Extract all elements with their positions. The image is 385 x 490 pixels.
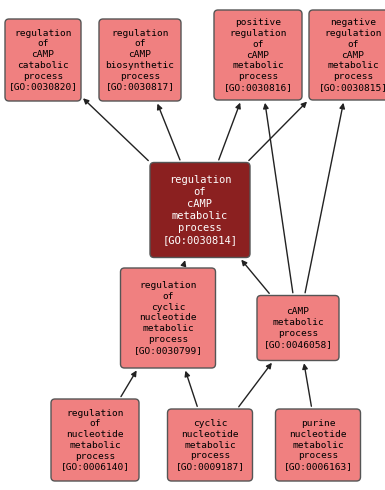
FancyBboxPatch shape [5,19,81,101]
FancyBboxPatch shape [167,409,253,481]
Text: regulation
of
cAMP
metabolic
process
[GO:0030814]: regulation of cAMP metabolic process [GO… [162,175,238,245]
FancyBboxPatch shape [121,268,216,368]
FancyBboxPatch shape [214,10,302,100]
FancyBboxPatch shape [276,409,360,481]
FancyBboxPatch shape [257,295,339,361]
Text: regulation
of
nucleotide
metabolic
process
[GO:0006140]: regulation of nucleotide metabolic proce… [60,409,129,471]
Text: negative
regulation
of
cAMP
metabolic
process
[GO:0030815]: negative regulation of cAMP metabolic pr… [318,18,385,92]
FancyBboxPatch shape [51,399,139,481]
Text: regulation
of
cAMP
biosynthetic
process
[GO:0030817]: regulation of cAMP biosynthetic process … [105,28,174,91]
Text: positive
regulation
of
cAMP
metabolic
process
[GO:0030816]: positive regulation of cAMP metabolic pr… [224,18,293,92]
FancyBboxPatch shape [309,10,385,100]
Text: regulation
of
cAMP
catabolic
process
[GO:0030820]: regulation of cAMP catabolic process [GO… [8,28,77,91]
Text: cyclic
nucleotide
metabolic
process
[GO:0009187]: cyclic nucleotide metabolic process [GO:… [176,419,244,471]
FancyBboxPatch shape [150,163,250,258]
FancyBboxPatch shape [99,19,181,101]
Text: regulation
of
cyclic
nucleotide
metabolic
process
[GO:0030799]: regulation of cyclic nucleotide metaboli… [134,281,203,355]
Text: cAMP
metabolic
process
[GO:0046058]: cAMP metabolic process [GO:0046058] [263,307,333,348]
Text: purine
nucleotide
metabolic
process
[GO:0006163]: purine nucleotide metabolic process [GO:… [283,419,353,471]
